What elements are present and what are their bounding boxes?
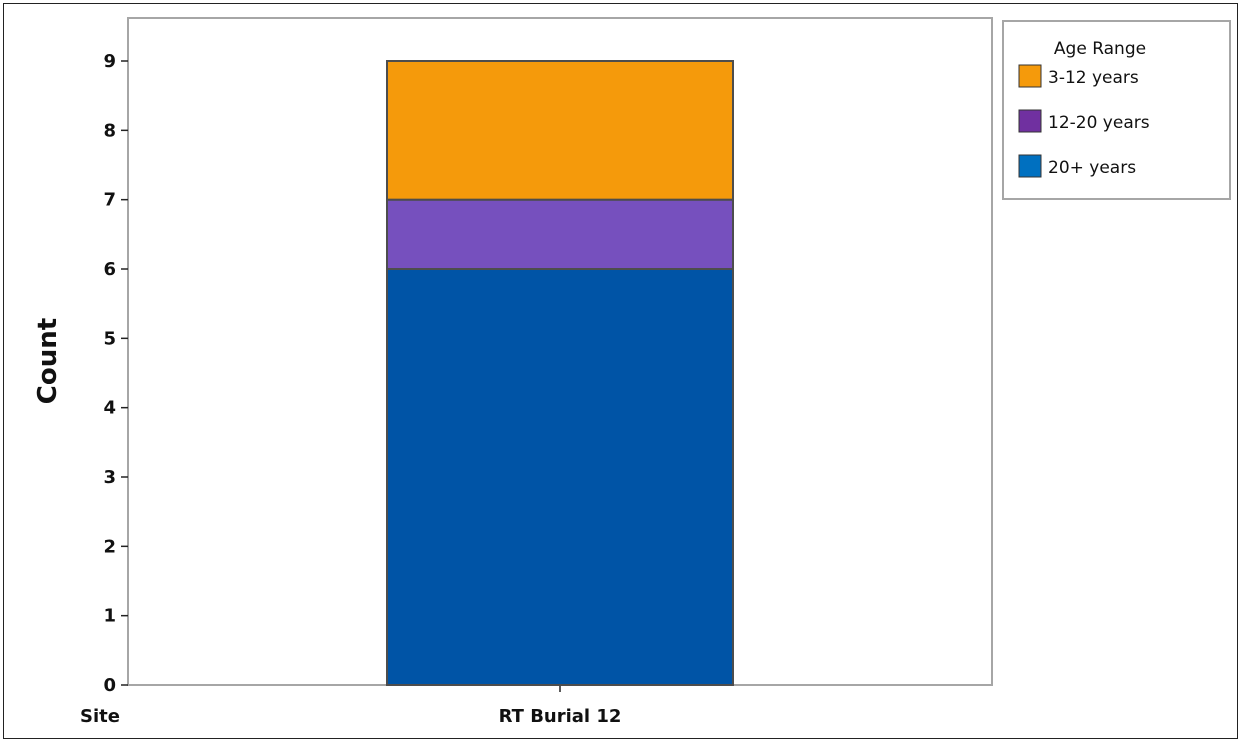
y-tick-label: 8 <box>103 120 116 141</box>
x-axis-title: Site <box>80 706 120 727</box>
chart-frame: 0 1 2 3 4 5 6 7 8 9 RT Burial 12 Count Site Age R… <box>3 3 1238 739</box>
y-tick-label: 1 <box>103 606 116 627</box>
stacked-bar-chart: 0 1 2 3 4 5 6 7 8 9 RT Burial 12 Count Site Age R… <box>33 17 1231 727</box>
y-tick-label: 5 <box>103 328 116 349</box>
y-tick-label: 7 <box>103 190 116 211</box>
x-tick-label: RT Burial 12 <box>499 706 622 727</box>
legend-swatch <box>1018 109 1042 133</box>
y-axis: 0 1 2 3 4 5 6 7 8 9 <box>103 51 128 696</box>
bars <box>386 60 734 686</box>
y-tick-label: 0 <box>103 675 116 696</box>
legend-label: 20+ years <box>1048 158 1136 178</box>
legend-title: Age Range <box>1054 39 1146 59</box>
bar-segment <box>386 268 734 686</box>
y-tick-label: 3 <box>103 467 116 488</box>
x-axis: RT Burial 12 <box>499 685 622 727</box>
y-tick-label: 9 <box>103 51 116 72</box>
legend-entries: 3-12 years 12-20 years 20+ years <box>1018 64 1150 178</box>
bar-segment <box>386 60 734 201</box>
legend-label: 3-12 years <box>1048 68 1139 88</box>
y-axis-title: Count <box>33 318 63 404</box>
bar-segment <box>386 198 734 271</box>
legend-label: 12-20 years <box>1048 113 1150 133</box>
y-tick-label: 2 <box>103 536 116 557</box>
legend-swatch <box>1018 64 1042 88</box>
legend-swatch <box>1018 154 1042 178</box>
legend: Age Range 3-12 years 12-20 years 20+ years <box>1002 20 1231 200</box>
y-tick-label: 4 <box>103 398 116 419</box>
y-tick-label: 6 <box>103 259 116 280</box>
